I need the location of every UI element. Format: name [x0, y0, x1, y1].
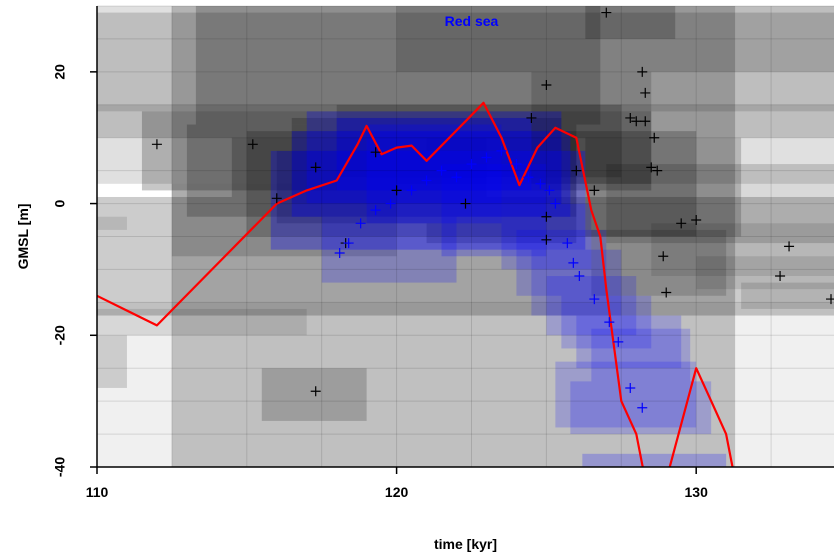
gmsl-line	[97, 101, 734, 467]
black-marker	[637, 66, 648, 77]
black-marker	[646, 162, 657, 173]
black-marker	[571, 165, 582, 176]
black-marker	[151, 139, 162, 150]
black-marker	[631, 116, 642, 127]
blue-marker	[613, 336, 624, 347]
blue-marker	[568, 257, 579, 268]
plot-background	[97, 6, 834, 467]
blue-marker	[421, 175, 432, 186]
black-marker	[460, 198, 471, 209]
blue-marker	[637, 402, 648, 413]
x-tick-label: 110	[86, 484, 109, 500]
x-tick-label: 130	[685, 484, 709, 500]
blue-marker	[589, 294, 600, 305]
black-marker	[541, 80, 552, 91]
black-marker	[640, 87, 651, 98]
black-marker	[649, 132, 660, 143]
data-series	[97, 7, 834, 467]
blue-marker	[481, 152, 492, 163]
black-marker	[391, 185, 402, 196]
uncertainty-bands	[97, 6, 834, 467]
blue-marker	[535, 178, 546, 189]
black-marker	[661, 287, 672, 298]
black-marker	[310, 386, 321, 397]
blue-marker	[574, 271, 585, 282]
y-axis-title: GMSL [m]	[15, 204, 31, 270]
black-marker	[541, 211, 552, 222]
y-tick-label: 20	[52, 64, 68, 80]
y-tick-label: -20	[52, 325, 68, 345]
blue-marker	[355, 218, 366, 229]
blue-marker	[604, 317, 615, 328]
black-marker	[526, 112, 537, 123]
x-tick-label: 120	[385, 484, 409, 500]
black-marker	[784, 241, 795, 252]
blue-marker	[625, 382, 636, 393]
black-marker	[310, 162, 321, 173]
black-marker	[601, 7, 612, 18]
black-marker	[589, 185, 600, 196]
blue-marker	[406, 185, 417, 196]
blue-marker	[511, 159, 522, 170]
blue-marker	[385, 198, 396, 209]
blue-marker	[370, 205, 381, 216]
blue-marker	[334, 247, 345, 258]
black-marker	[271, 193, 282, 204]
blue-marker	[436, 165, 447, 176]
black-marker	[625, 112, 636, 123]
black-marker	[658, 251, 669, 262]
black-marker	[247, 139, 258, 150]
blue-marker	[523, 172, 534, 183]
blue-marker	[343, 238, 354, 249]
blue-marker	[466, 159, 477, 170]
y-tick-label: -40	[52, 457, 68, 477]
black-marker	[370, 147, 381, 158]
blue-marker	[550, 198, 561, 209]
y-tick-label: 0	[52, 199, 68, 207]
blue-marker	[451, 172, 462, 183]
axes: 110 120 130 -40 -20 0 20	[52, 6, 834, 500]
black-marker	[541, 234, 552, 245]
black-marker	[826, 294, 834, 305]
blue-marker	[562, 238, 573, 249]
black-marker	[640, 116, 651, 127]
grid-lines	[97, 5, 834, 468]
black-marker	[652, 165, 663, 176]
black-marker	[691, 215, 702, 226]
blue-marker	[496, 145, 507, 156]
annotation-red-sea: Red sea	[445, 13, 499, 29]
black-marker	[676, 218, 687, 229]
black-marker	[775, 271, 786, 282]
x-axis-title: time [kyr]	[434, 536, 497, 552]
blue-marker	[544, 185, 555, 196]
